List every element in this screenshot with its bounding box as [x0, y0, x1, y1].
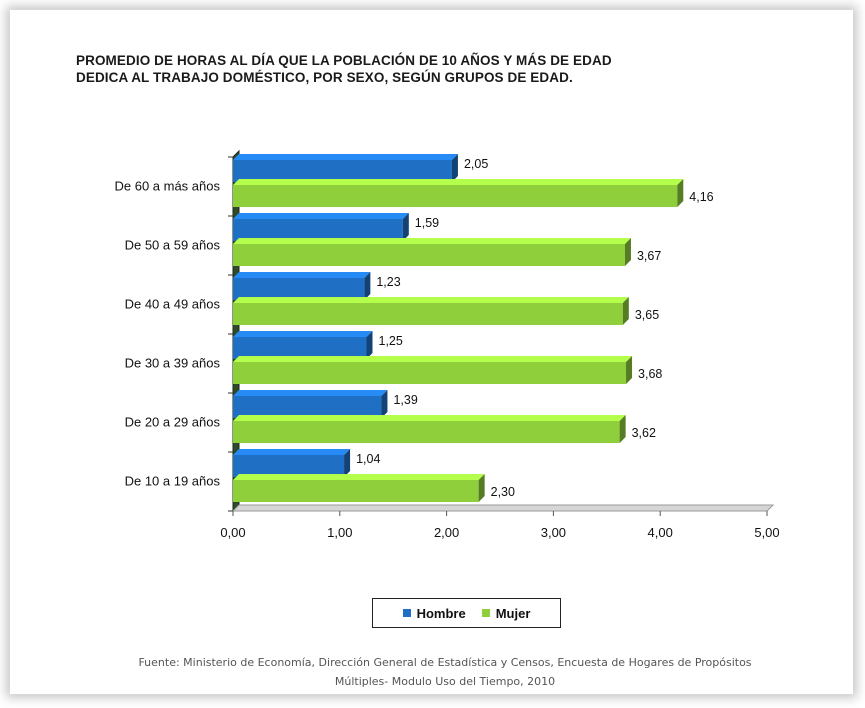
chart-legend: Hombre Mujer	[372, 598, 561, 628]
category-label: De 40 a 49 años	[125, 297, 221, 312]
bar-mujer-front	[233, 303, 623, 325]
data-label-mujer: 2,30	[491, 485, 515, 499]
bar-mujer-front	[233, 421, 620, 443]
bar-hombre-front	[233, 396, 382, 418]
bar-hombre-end	[381, 390, 388, 418]
data-label-mujer: 3,68	[638, 367, 662, 381]
bar-mujer-top	[233, 179, 684, 185]
legend-item-hombre: Hombre	[402, 605, 466, 621]
bar-mujer-end	[624, 238, 631, 266]
axis-floor	[231, 504, 775, 512]
bar-hombre-top	[233, 272, 371, 278]
category-label: De 50 a 59 años	[125, 238, 221, 253]
legend-label-mujer: Mujer	[495, 605, 531, 621]
bar-mujer-end	[619, 415, 626, 443]
bar-hombre-top	[233, 390, 388, 396]
data-label-hombre: 2,05	[464, 157, 488, 171]
source-line-2: Múltiples- Modulo Uso del Tiempo, 2010	[334, 675, 556, 688]
bar-hombre-end	[402, 213, 409, 241]
bar-hombre-end	[451, 154, 458, 182]
chart-title-line-1: PROMEDIO DE HORAS AL DÍA QUE LA POBLACIÓ…	[76, 53, 612, 68]
data-label-hombre: 1,39	[393, 393, 417, 407]
x-tick-label: 1,00	[327, 525, 352, 540]
data-label-hombre: 1,59	[415, 216, 439, 230]
category-label: De 20 a 29 años	[125, 415, 221, 430]
bar-mujer-front	[233, 244, 625, 266]
bar-mujer-top	[233, 474, 485, 480]
bar-hombre-front	[233, 278, 365, 300]
bar-mujer-top	[233, 238, 631, 244]
x-tick-label: 0,00	[220, 525, 245, 540]
chart-frame	[10, 10, 853, 694]
x-tick-label: 3,00	[541, 525, 566, 540]
source-line-1: Fuente: Ministerio de Economía, Direcció…	[138, 656, 752, 669]
bar-hombre-top	[233, 331, 373, 337]
data-label-mujer: 3,62	[632, 426, 656, 440]
legend-label-hombre: Hombre	[416, 605, 466, 621]
data-label-hombre: 1,04	[356, 452, 380, 466]
bar-mujer-top	[233, 356, 633, 362]
bar-mujer-front	[233, 185, 678, 207]
bar-mujer-front	[233, 480, 479, 502]
data-label-mujer: 3,65	[635, 308, 659, 322]
bar-mujer-end	[626, 356, 633, 384]
bar-hombre-front	[233, 455, 345, 477]
bar-mujer-front	[233, 362, 627, 384]
source-note: Fuente: Ministerio de Economía, Direcció…	[30, 653, 860, 691]
bar-hombre-end	[364, 272, 371, 300]
category-label: De 30 a 39 años	[125, 356, 221, 371]
x-tick-label: 2,00	[434, 525, 459, 540]
legend-swatch-mujer	[481, 609, 490, 617]
legend-swatch-hombre	[402, 609, 411, 617]
data-label-mujer: 3,67	[637, 249, 661, 263]
bar-mujer-end	[622, 297, 629, 325]
data-label-hombre: 1,23	[376, 275, 400, 289]
bar-mujer-end	[677, 179, 684, 207]
bar-mujer-top	[233, 297, 629, 303]
x-tick-label: 5,00	[754, 525, 779, 540]
bar-hombre-front	[233, 160, 452, 182]
bar-hombre-end	[344, 449, 351, 477]
chart-title: PROMEDIO DE HORAS AL DÍA QUE LA POBLACIÓ…	[76, 52, 836, 86]
chart-title-line-2: DEDICA AL TRABAJO DOMÉSTICO, POR SEXO, S…	[76, 70, 573, 85]
bar-hombre-front	[233, 219, 403, 241]
legend-item-mujer: Mujer	[481, 605, 531, 621]
bar-hombre-top	[233, 154, 458, 160]
x-tick-label: 4,00	[648, 525, 673, 540]
data-label-hombre: 1,25	[379, 334, 403, 348]
bar-mujer-top	[233, 415, 626, 421]
data-label-mujer: 4,16	[689, 190, 713, 204]
bar-hombre-top	[233, 449, 351, 455]
bar-hombre-top	[233, 213, 409, 219]
bar-mujer-end	[478, 474, 485, 502]
category-label: De 60 a más años	[114, 179, 220, 194]
category-label: De 10 a 19 años	[125, 474, 221, 489]
bar-hombre-front	[233, 337, 367, 359]
bar-hombre-end	[366, 331, 373, 359]
